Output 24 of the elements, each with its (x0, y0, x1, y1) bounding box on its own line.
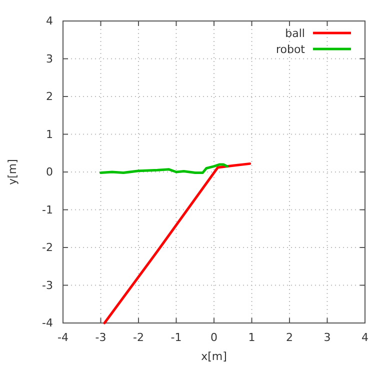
y-tick-label: 2 (46, 90, 53, 104)
y-tick-label: 3 (46, 52, 53, 66)
y-tick-label: -2 (42, 241, 53, 254)
y-axis-title: y[m] (6, 159, 19, 185)
x-tick-label: 4 (362, 330, 368, 344)
y-tick-label: 0 (46, 166, 53, 179)
x-tick-label: 1 (248, 330, 256, 344)
y-tick-label: -1 (42, 203, 53, 216)
y-tick-label: -3 (42, 278, 53, 292)
legend-label: ball (285, 27, 305, 40)
x-tick-label: 3 (324, 330, 331, 344)
line-series (100, 163, 228, 174)
x-axis-title: x[m] (201, 350, 227, 363)
x-tick-label: 2 (286, 330, 293, 344)
y-tick-label: 4 (46, 14, 53, 28)
x-tick-label: -1 (170, 330, 182, 344)
legend-label: robot (276, 43, 306, 56)
x-tick-label: -3 (95, 330, 106, 344)
y-tick-label: 1 (46, 128, 53, 141)
x-tick-label: -2 (133, 330, 144, 344)
x-tick-label: 0 (210, 330, 218, 344)
y-tick-label: -4 (42, 316, 53, 330)
line-series (103, 162, 252, 324)
x-tick-label: -4 (58, 330, 68, 344)
